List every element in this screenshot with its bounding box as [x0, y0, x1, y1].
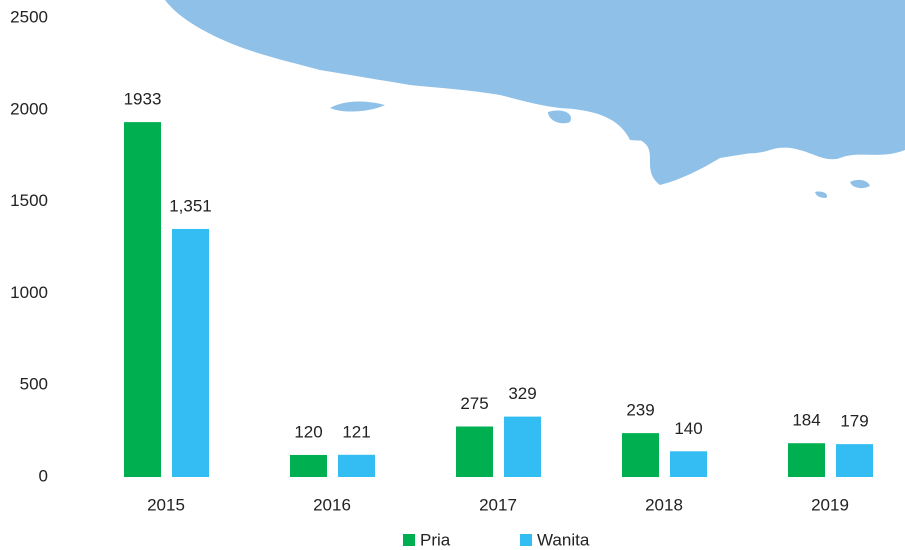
data-label: 184 — [792, 411, 820, 430]
bar — [788, 443, 825, 477]
bar — [836, 444, 873, 477]
bar — [124, 122, 161, 477]
bar — [456, 426, 493, 477]
data-label: 179 — [840, 412, 868, 431]
x-tick-label: 2015 — [147, 495, 185, 514]
y-tick-label: 500 — [20, 375, 48, 394]
bar — [622, 433, 659, 477]
bar — [172, 228, 209, 477]
data-label: 275 — [460, 394, 488, 413]
y-tick-label: 1000 — [10, 283, 48, 302]
x-tick-label: 2016 — [313, 495, 351, 514]
legend-label: Wanita — [537, 530, 590, 549]
data-label: 1,351 — [169, 196, 212, 215]
y-tick-label: 0 — [39, 466, 48, 485]
legend-swatch — [403, 534, 415, 546]
map-decoration — [165, 0, 905, 198]
data-label: 121 — [342, 422, 370, 441]
y-tick-label: 1500 — [10, 191, 48, 210]
data-label: 329 — [508, 384, 536, 403]
y-tick-label: 2000 — [10, 99, 48, 118]
data-label: 140 — [674, 419, 702, 438]
bar — [670, 451, 707, 477]
data-label: 239 — [626, 401, 654, 420]
bar — [338, 454, 375, 477]
bar — [290, 454, 327, 477]
x-tick-label: 2017 — [479, 495, 517, 514]
bar — [504, 416, 541, 477]
y-tick-label: 2500 — [10, 7, 48, 26]
data-label: 120 — [294, 422, 322, 441]
legend-swatch — [520, 534, 532, 546]
x-tick-label: 2018 — [645, 495, 683, 514]
legend-label: Pria — [420, 530, 451, 549]
data-label: 1933 — [124, 90, 162, 109]
x-tick-label: 2019 — [811, 495, 849, 514]
